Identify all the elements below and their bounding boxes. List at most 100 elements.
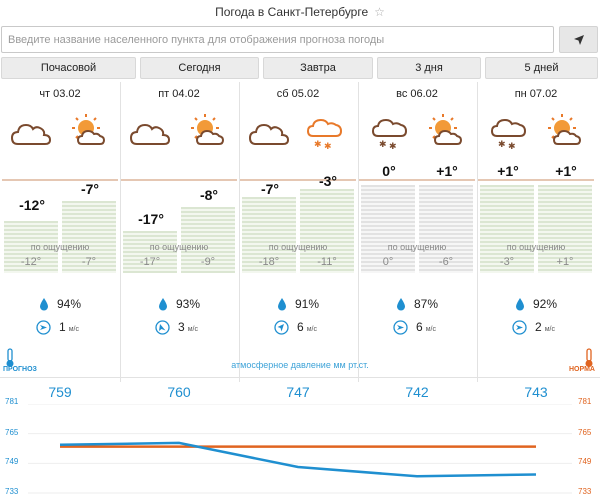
day-date: пт 04.02 <box>158 88 200 100</box>
cloud-snow-icon: ✱ ✱ <box>371 118 408 152</box>
bar-top-line <box>240 179 356 181</box>
temperature-bar-day <box>181 207 235 273</box>
wind-speed: 6 <box>297 320 304 334</box>
tab-today[interactable]: Сегодня <box>140 57 259 79</box>
humidity: 93% <box>158 294 200 314</box>
temperature-bars: -17° -8° <box>121 179 237 273</box>
feels-like-night: 0° <box>382 256 394 268</box>
pressure-value: 743 <box>524 384 548 400</box>
tab-tomorrow[interactable]: Завтра <box>263 57 373 79</box>
tab-5-days[interactable]: 5 дней <box>485 57 598 79</box>
scale-left-tick: 781 <box>5 397 19 406</box>
cloud-icon <box>11 124 51 145</box>
tab-3-days[interactable]: 3 дня <box>377 57 481 79</box>
wind: 1 м/с <box>36 317 79 337</box>
temperature-bar-day <box>538 185 592 273</box>
feels-like-day: +1° <box>556 256 574 268</box>
wind: 6 м/с <box>274 317 317 337</box>
day-column: чт 03.02 -12° -7° по ощущению -12° -7° 9… <box>2 82 118 382</box>
day-date: пн 07.02 <box>514 88 558 100</box>
droplet-icon <box>278 298 286 311</box>
feels-like-day: -6° <box>438 256 454 268</box>
humidity: 94% <box>39 294 81 314</box>
scale-left-tick: 765 <box>5 428 19 437</box>
page-header: Погода в Санкт-Петербурге ☆ <box>0 0 600 24</box>
scale-right-tick: 733 <box>578 487 592 496</box>
wind-unit: м/с <box>544 325 555 333</box>
pressure-line-forecast <box>59 441 537 478</box>
cloud-icon <box>130 124 170 145</box>
forecast-label: ПРОГНОЗ <box>3 366 37 373</box>
pressure-title: атмосферное давление мм рт.ст. <box>231 360 369 370</box>
sun-behind-cloud-icon <box>190 113 225 145</box>
temp-night: -12° <box>19 197 45 213</box>
city-search-input[interactable] <box>1 26 554 53</box>
wind-unit: м/с <box>425 325 436 333</box>
svg-text:✱: ✱ <box>508 142 516 152</box>
temp-day: +1° <box>436 163 458 179</box>
pressure-chart <box>28 404 572 494</box>
scale-right-tick: 749 <box>578 457 592 466</box>
cloud-snow-icon: ✱ ✱ <box>306 118 343 152</box>
temperature-bars: -12° -7° <box>2 179 118 273</box>
svg-text:✱: ✱ <box>324 142 332 152</box>
scale-right-tick: 765 <box>578 428 592 437</box>
wind-direction-icon <box>393 319 408 335</box>
temperature-bar-night <box>4 221 58 273</box>
favorite-star-icon[interactable]: ☆ <box>374 5 385 19</box>
day-column: пт 04.02 -17° -8° по ощущению -17° -9° 9… <box>120 82 237 382</box>
day-column: пн 07.02 ✱ ✱ +1° +1° по ощущению -3° +1° … <box>477 82 594 382</box>
humidity: 92% <box>515 294 557 314</box>
feels-like-day: -11° <box>317 256 337 268</box>
cloud-snow-icon: ✱ ✱ <box>490 118 527 152</box>
tab-hourly[interactable]: Почасовой <box>1 57 136 79</box>
droplet-icon <box>159 298 167 311</box>
sun-behind-cloud-icon <box>71 113 106 145</box>
temperature-bar-day <box>62 201 116 273</box>
bar-top-line <box>2 179 118 181</box>
location-arrow-icon <box>573 34 584 45</box>
feels-like-label: по ощущению <box>268 242 328 252</box>
bar-top-line <box>359 179 475 181</box>
feels-like-label: по ощущению <box>149 242 209 252</box>
humidity-value: 92% <box>533 297 558 311</box>
bar-top-line <box>478 179 594 181</box>
locate-button[interactable] <box>559 26 598 53</box>
wind: 3 м/с <box>155 317 198 337</box>
wind-speed: 2 <box>535 320 542 334</box>
wind-direction-icon <box>274 319 289 335</box>
scale-right-tick: 781 <box>578 397 592 406</box>
day-date: чт 03.02 <box>39 88 81 100</box>
temp-day: -3° <box>318 173 338 189</box>
thermometer-norm-icon <box>585 348 593 367</box>
feels-like-night: -3° <box>499 256 515 268</box>
temperature-bars: +1° +1° <box>478 163 594 273</box>
humidity-value: 87% <box>414 297 439 311</box>
temp-day: -8° <box>199 187 219 203</box>
pressure-value: 759 <box>48 384 72 400</box>
svg-text:✱: ✱ <box>314 140 322 150</box>
temp-day: +1° <box>555 163 577 179</box>
wind-speed: 1 <box>59 320 66 334</box>
feels-like-label: по ощущению <box>506 242 566 252</box>
forecast-columns: чт 03.02 -12° -7° по ощущению -12° -7° 9… <box>0 82 600 382</box>
droplet-icon <box>397 298 405 311</box>
pressure-value: 760 <box>167 384 191 400</box>
wind-direction-icon <box>512 319 527 335</box>
sun-behind-cloud-icon <box>428 113 463 145</box>
bar-top-line <box>121 179 237 181</box>
day-column: сб 05.02 ✱ ✱ -7° -3° по ощущению -18° -11… <box>239 82 356 382</box>
temp-night: -17° <box>138 211 164 227</box>
feels-like-night: -17° <box>139 256 161 268</box>
feels-like-night: -12° <box>20 256 42 268</box>
temperature-bar-night <box>242 197 296 273</box>
droplet-icon <box>516 298 524 311</box>
day-date: вс 06.02 <box>396 88 438 100</box>
cloud-icon <box>249 124 289 145</box>
feels-like-night: -18° <box>258 256 280 268</box>
wind-speed: 6 <box>416 320 423 334</box>
wind: 6 м/с <box>393 317 436 337</box>
wind-unit: м/с <box>68 325 79 333</box>
temperature-bars: -7° -3° <box>240 173 356 273</box>
pressure-values-row: 759 760 747 742 743 <box>0 377 600 405</box>
